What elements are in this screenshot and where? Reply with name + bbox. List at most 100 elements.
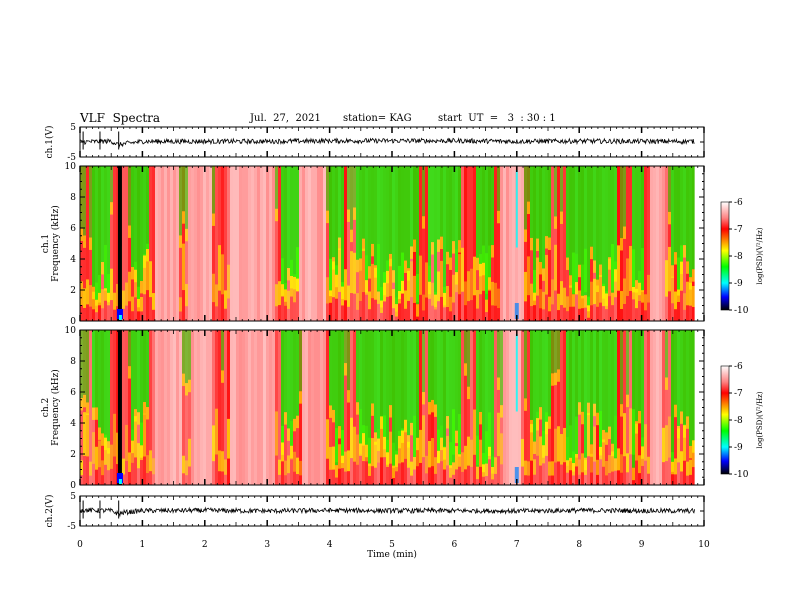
spectrogram-strip — [278, 281, 281, 306]
spectrogram-strip — [128, 225, 131, 238]
spectrogram-strip — [554, 166, 557, 321]
spectrogram-strip — [563, 166, 566, 321]
y-tick-label: 4 — [70, 255, 76, 265]
spectrogram-strip — [575, 282, 578, 295]
spectrogram-strip — [539, 330, 542, 408]
spectrogram-strip — [638, 410, 641, 424]
spectrogram-strip — [623, 413, 626, 457]
spectrogram-strip — [608, 257, 611, 270]
spectrogram-strip — [431, 399, 434, 413]
spectrogram-strip — [674, 252, 677, 265]
spectrogram-strip — [338, 444, 341, 469]
spectrogram-strip — [221, 166, 224, 321]
spectrogram-strip — [368, 291, 371, 310]
spectrogram-strip — [689, 445, 692, 459]
spectrogram-strip — [554, 330, 557, 373]
spectrogram-strip — [200, 330, 203, 485]
spectrogram-strip — [680, 261, 683, 275]
spectrogram-strip — [359, 166, 362, 259]
spectrogram-strip — [683, 330, 686, 426]
spectrogram-strip — [410, 261, 413, 298]
spectrogram-strip — [545, 236, 548, 249]
spectrogram-strip — [416, 437, 419, 451]
spectrogram-strip — [134, 416, 137, 458]
spectrogram-strip — [680, 451, 683, 472]
spectrogram-strip — [542, 268, 545, 281]
y-tick-label: -5 — [67, 522, 76, 532]
spectrogram-strip — [527, 166, 530, 202]
spectrogram-strip — [389, 431, 392, 464]
spectrogram-strip — [521, 330, 524, 485]
spectrogram-strip — [413, 330, 416, 458]
spectrogram-strip — [671, 330, 674, 462]
spectrogram-strip — [236, 166, 239, 321]
colorbar-tick-label: -9 — [734, 443, 743, 453]
spectrogram-strip — [290, 445, 293, 459]
spectrogram-strip — [494, 166, 497, 321]
spectrogram-strip — [635, 166, 638, 281]
spectrogram-strip — [581, 330, 584, 412]
spectrogram-strip — [662, 330, 665, 485]
spectrogram-strip — [212, 213, 215, 226]
spectrogram-strip — [470, 330, 473, 485]
spectrogram-strip — [611, 166, 614, 293]
spectrogram-strip — [500, 433, 503, 465]
spectrogram-strip — [599, 330, 602, 447]
spectrogram-strip — [470, 166, 473, 321]
spectrogram-strip — [110, 268, 113, 301]
spectrogram-strip — [392, 288, 395, 309]
spectrogram-strip — [662, 166, 665, 321]
x-tick-label: 8 — [576, 540, 582, 550]
spectrogram-strip — [566, 166, 569, 258]
spectrogram-strip — [692, 440, 695, 453]
spectrogram-strip — [125, 330, 128, 485]
spectrogram-strip — [530, 330, 533, 420]
spectrogram-strip — [188, 438, 191, 467]
spectrogram-strip — [305, 330, 308, 485]
y-axis-label: ch.2(V) — [44, 495, 55, 528]
spectrogram-strip — [410, 166, 413, 247]
spectrogram-strip — [527, 166, 530, 321]
spectrogram-strip — [380, 416, 383, 429]
spectrogram-strip — [476, 466, 479, 480]
spectrogram-strip — [110, 166, 113, 203]
spectrogram-strip — [335, 166, 338, 275]
spectrogram-strip — [122, 166, 125, 321]
spectrogram-strip — [332, 261, 335, 298]
spectrogram-strip — [623, 278, 626, 304]
spectrogram-strip — [578, 166, 581, 265]
spectrogram-strip — [365, 280, 368, 293]
spectrogram-strip — [395, 330, 398, 455]
spectrogram-strip — [239, 166, 242, 321]
spectrogram-strip — [104, 288, 107, 301]
spectrogram-strip — [464, 445, 467, 470]
spectrogram-strip — [593, 330, 596, 404]
spectrogram-strip — [197, 166, 200, 321]
spectrogram-strip — [212, 425, 215, 462]
spectrogram-strip — [407, 435, 410, 448]
spectrogram-strip — [500, 166, 503, 321]
spectrogram-strip — [632, 286, 635, 300]
spectrogram-strip — [464, 363, 467, 376]
spectrogram-strip — [296, 457, 299, 475]
spectrogram-strip — [557, 330, 560, 485]
spectrogram-strip — [215, 284, 218, 307]
spectrogram-strip — [458, 240, 461, 253]
spectrogram-strip — [488, 330, 491, 447]
spectrogram-strip — [506, 166, 509, 321]
spectrogram-strip — [428, 402, 431, 415]
spectrogram-strip — [179, 166, 182, 236]
spectrogram-strip — [386, 330, 389, 453]
y-tick-label: 0 — [70, 481, 76, 491]
spectrogram-strip — [344, 166, 347, 321]
spectrogram-strip — [326, 277, 329, 304]
x-tick-label: 7 — [514, 540, 520, 550]
spectrogram-strip — [674, 458, 677, 475]
impulse-event — [117, 330, 122, 485]
spectrogram-strip — [146, 330, 149, 408]
spectrogram-strip — [401, 430, 404, 443]
spectrogram-strip — [101, 289, 104, 309]
spectrogram-strip — [257, 166, 260, 321]
spectrogram-strip — [635, 280, 638, 293]
spectrogram-strip — [533, 166, 536, 293]
